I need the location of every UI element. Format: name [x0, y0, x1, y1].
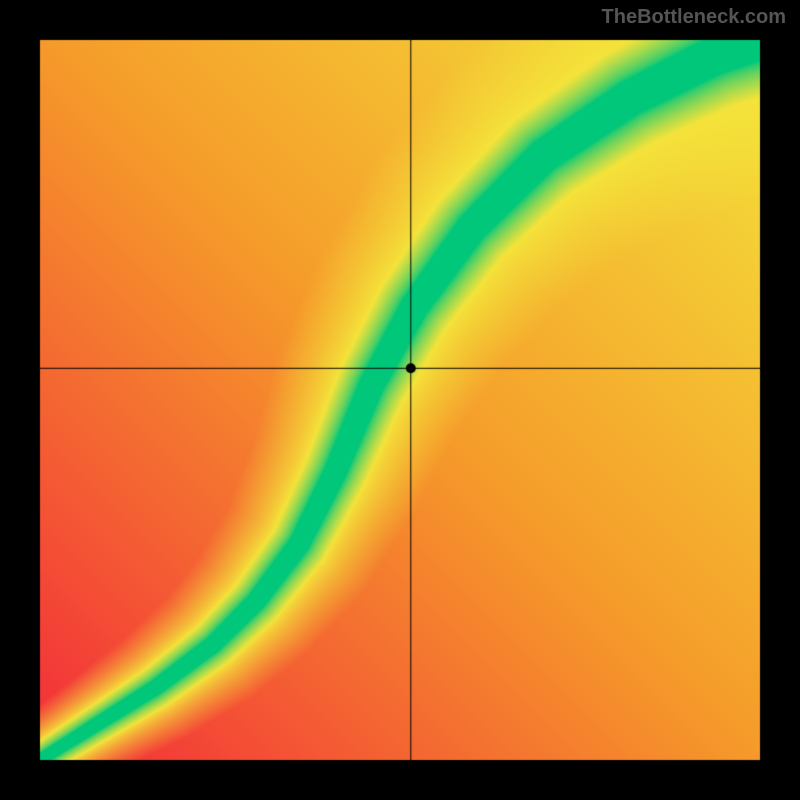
heatmap-canvas	[0, 0, 800, 800]
watermark-text: TheBottleneck.com	[602, 6, 786, 29]
chart-container: TheBottleneck.com	[0, 0, 800, 800]
